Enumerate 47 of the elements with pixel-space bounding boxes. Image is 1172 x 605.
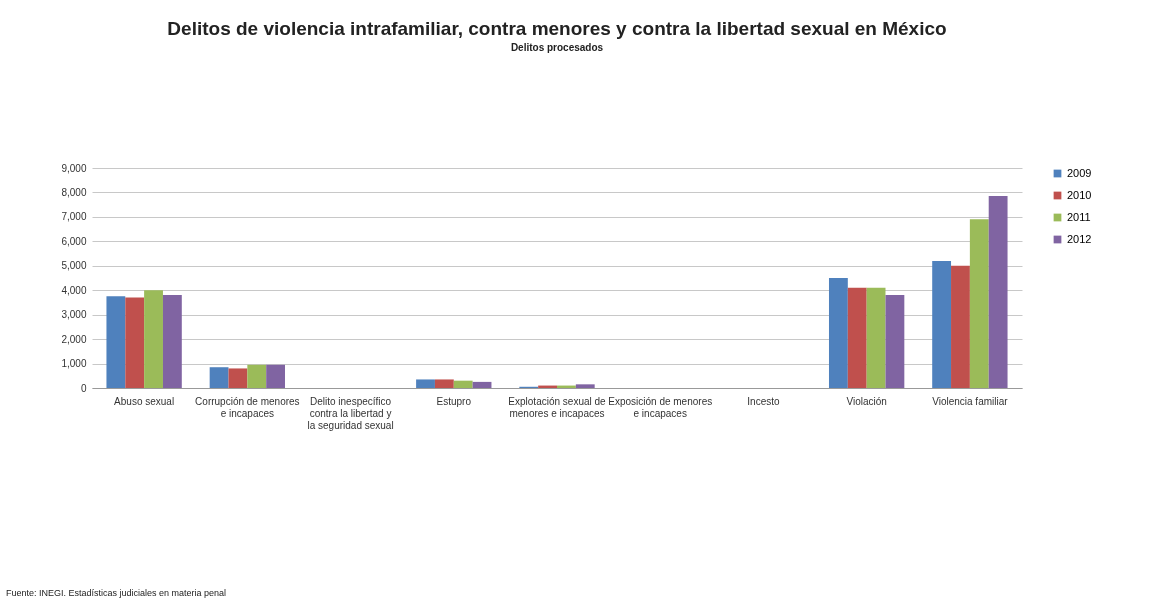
x-tick-label: Delito inespecífico contra la libertad y la seguridad sexual (307, 395, 394, 431)
y-tick-label: 2,000 (61, 333, 87, 345)
bar (434, 379, 454, 388)
y-tick-label: 8,000 (61, 186, 87, 198)
x-tick-label: Exposición de menores e incapaces (608, 395, 713, 419)
x-tick-label: Estupro (436, 395, 472, 407)
x-tick-label: Abuso sexual (114, 395, 175, 407)
bar (209, 367, 229, 388)
y-tick-label: 7,000 (61, 211, 87, 223)
y-tick-label: 4,000 (61, 284, 87, 296)
source-note: Fuente: INEGI. Estadísticas judiciales en materia penal (6, 588, 227, 598)
bar (453, 380, 473, 388)
bar (162, 295, 182, 388)
y-tick-label: 1,000 (61, 358, 87, 370)
y-tick-label: 6,000 (61, 235, 87, 247)
bar (144, 290, 163, 388)
bar (472, 381, 492, 388)
bar (266, 364, 286, 388)
bar (932, 260, 952, 388)
x-tick-label: Corrupción de menores e incapaces (195, 395, 300, 419)
bar (885, 295, 905, 388)
bar (416, 379, 435, 388)
bar (575, 384, 595, 388)
legend-label: 2009 (1067, 166, 1092, 179)
x-tick-label: Explotación sexual de menores e incapaces (508, 395, 607, 419)
x-tick-label: Violencia familiar (932, 395, 1009, 407)
bar (125, 297, 145, 388)
bar (247, 364, 267, 388)
bar (951, 265, 970, 388)
x-tick-label: Incesto (747, 395, 780, 407)
bar (988, 196, 1008, 388)
y-tick-label: 5,000 (61, 260, 87, 272)
legend-label: 2011 (1067, 210, 1091, 223)
legend-label: 2012 (1067, 232, 1092, 245)
bar (969, 219, 989, 388)
chart-subtitle: Delitos procesados (510, 42, 604, 53)
bar (228, 368, 248, 388)
bar (866, 287, 886, 388)
y-tick-label: 9,000 (61, 162, 87, 174)
chart-title: Delitos de violencia intrafamiliar, contra menores y contra la libertad sexual en México (167, 18, 947, 39)
x-tick-label: Violación (846, 395, 887, 407)
y-tick-label: 0 (80, 382, 87, 394)
legend-label: 2010 (1067, 188, 1092, 201)
bar (847, 287, 867, 388)
bar (106, 296, 126, 388)
y-tick-label: 3,000 (61, 309, 87, 321)
bar (828, 278, 848, 388)
